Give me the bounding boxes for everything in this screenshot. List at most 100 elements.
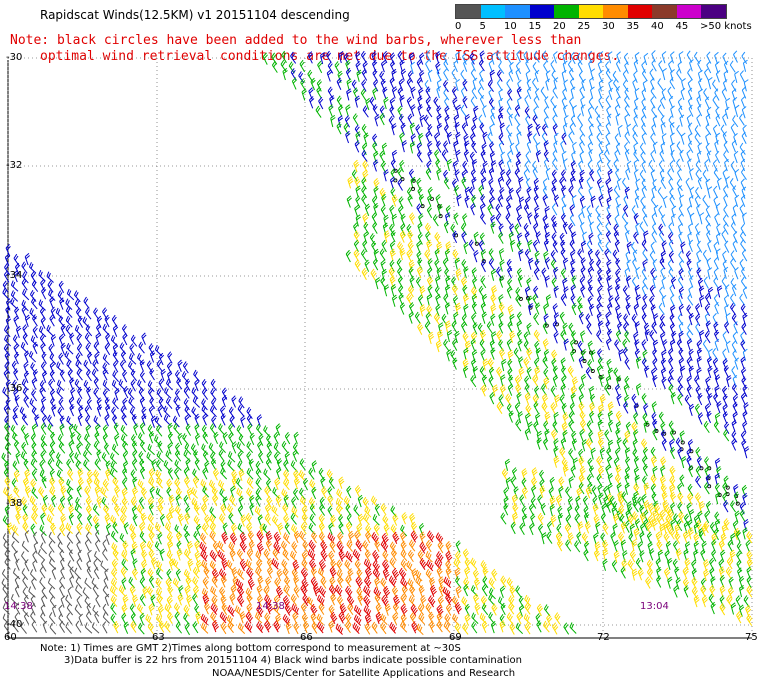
wind-barb [408,302,415,315]
wind-barb [668,60,673,73]
wind-barb [128,576,136,589]
wind-barb [543,238,550,252]
wind-barb [544,275,550,288]
wind-barb [551,232,558,245]
wind-barb [345,67,352,81]
wind-barb [641,97,647,111]
wind-barb [703,276,709,289]
wind-barb [725,176,730,189]
wind-barb [112,350,119,363]
wind-barb [365,97,371,111]
wind-barb [354,95,361,108]
wind-barb [580,266,586,279]
wind-barb [139,466,146,480]
wind-barb [518,356,524,369]
wind-barb [669,132,675,145]
wind-barb [423,114,430,127]
wind-barb [293,488,299,501]
wind-barb [715,232,721,245]
wind-barb [489,69,495,82]
wind-barb [353,239,359,253]
wind-barb [471,86,478,100]
wind-barb [688,267,693,281]
wind-barb [641,106,647,119]
wind-barb [471,141,478,154]
wind-barb [401,140,408,153]
wind-barb [353,159,360,173]
wind-barb [239,558,247,572]
wind-barb [361,185,368,198]
wind-barb [510,476,517,489]
wind-barb [293,621,300,635]
wind-barb [482,160,488,174]
wind-barb [624,104,631,117]
wind-barb [236,548,244,561]
wind-barb [298,71,305,84]
wind-barb [443,140,449,153]
wind-barb [679,474,685,487]
wind-barb [489,151,496,164]
wind-barb [157,532,163,545]
wind-barb [624,482,630,495]
wind-barb [553,194,560,207]
wind-barb [455,550,462,564]
wind-barb [59,297,65,310]
wind-barb [58,280,65,293]
wind-barb [657,187,664,200]
wind-barb [318,96,324,110]
wind-barb [469,151,476,164]
wind-barb [409,276,415,289]
wind-barb [77,386,83,400]
wind-barb [65,315,73,328]
wind-barb [419,557,427,570]
wind-barb [667,576,673,589]
wind-barb [101,452,109,465]
wind-barb [293,431,299,445]
wind-barb [443,68,449,81]
wind-barb [585,313,592,326]
wind-barb [536,437,542,450]
wind-barb [95,595,101,608]
wind-barb [516,214,523,227]
wind-barb [298,530,306,543]
wind-barb [345,104,351,117]
wind-barb [704,510,710,524]
wind-barb [532,133,539,146]
wind-barb [678,231,683,244]
wind-barb [182,433,189,445]
wind-barb [542,321,548,335]
wind-barb [21,261,28,274]
wind-barb [417,322,424,335]
wind-barb [460,86,466,100]
wind-barb [530,496,537,509]
wind-barb [425,311,431,325]
wind-barb [480,301,486,315]
wind-barb [85,307,92,320]
lon-label-60: 60 [4,632,17,643]
wind-barb [371,621,378,634]
wind-barb [14,351,20,365]
wind-barb [256,530,264,543]
wind-barb [59,495,66,509]
wind-barb [657,104,664,117]
wind-barb [452,230,458,243]
wind-barb [208,442,216,455]
wind-barb [524,160,531,173]
legend-swatch [554,5,579,18]
wind-barb [568,419,574,433]
wind-barb [562,257,569,270]
wind-barb [714,213,719,226]
wind-barb [470,338,476,351]
wind-barb [563,622,570,635]
wind-barb [624,357,631,370]
wind-barb [526,186,532,199]
wind-barb [373,159,379,172]
wind-barb [710,601,716,615]
wind-barb [127,361,135,373]
wind-barb [187,558,194,571]
wind-barb [66,478,74,491]
wind-barb [518,176,524,189]
footer-note-2: 3)Data buffer is 22 hrs from 20151104 4)… [64,655,522,666]
wind-barb [724,240,730,253]
wind-barb [218,513,226,526]
